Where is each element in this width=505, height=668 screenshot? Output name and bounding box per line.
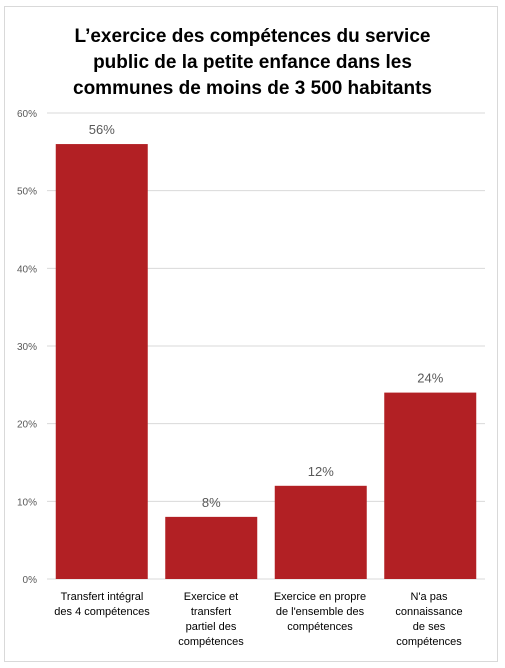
x-tick-label-1: Transfert intégral des 4 compétences [54, 591, 150, 618]
bar [384, 392, 477, 579]
chart-title-line-2: public de la petite enfance dans les [93, 52, 412, 73]
x-tick-label-4: N'a pas connaissance de ses compétences [395, 591, 463, 648]
bar [55, 144, 148, 580]
chart-title-line-3: communes de moins de 3 500 habitants [73, 78, 432, 99]
y-tick-label: 0% [23, 575, 38, 586]
data-label: 12% [308, 464, 334, 479]
chart-title: L’exercice des compétences du service pu… [0, 24, 505, 102]
bar [165, 516, 258, 579]
y-tick-label: 20% [17, 420, 37, 431]
y-tick-label: 30% [17, 342, 37, 353]
y-tick-label: 10% [17, 497, 37, 508]
data-label: 8% [202, 495, 221, 510]
y-tick-label: 40% [17, 264, 37, 275]
data-label: 24% [417, 371, 443, 386]
bar [274, 485, 367, 579]
data-label: 56% [89, 122, 115, 137]
x-tick-label-2: Exercice et transfert partiel des compét… [178, 591, 244, 648]
x-tick-label-3: Exercice en propre de l'ensemble des com… [273, 591, 367, 633]
chart-title-line-1: L’exercice des compétences du service [74, 26, 431, 47]
y-tick-label: 60% [17, 109, 37, 120]
y-tick-label: 50% [17, 187, 37, 198]
